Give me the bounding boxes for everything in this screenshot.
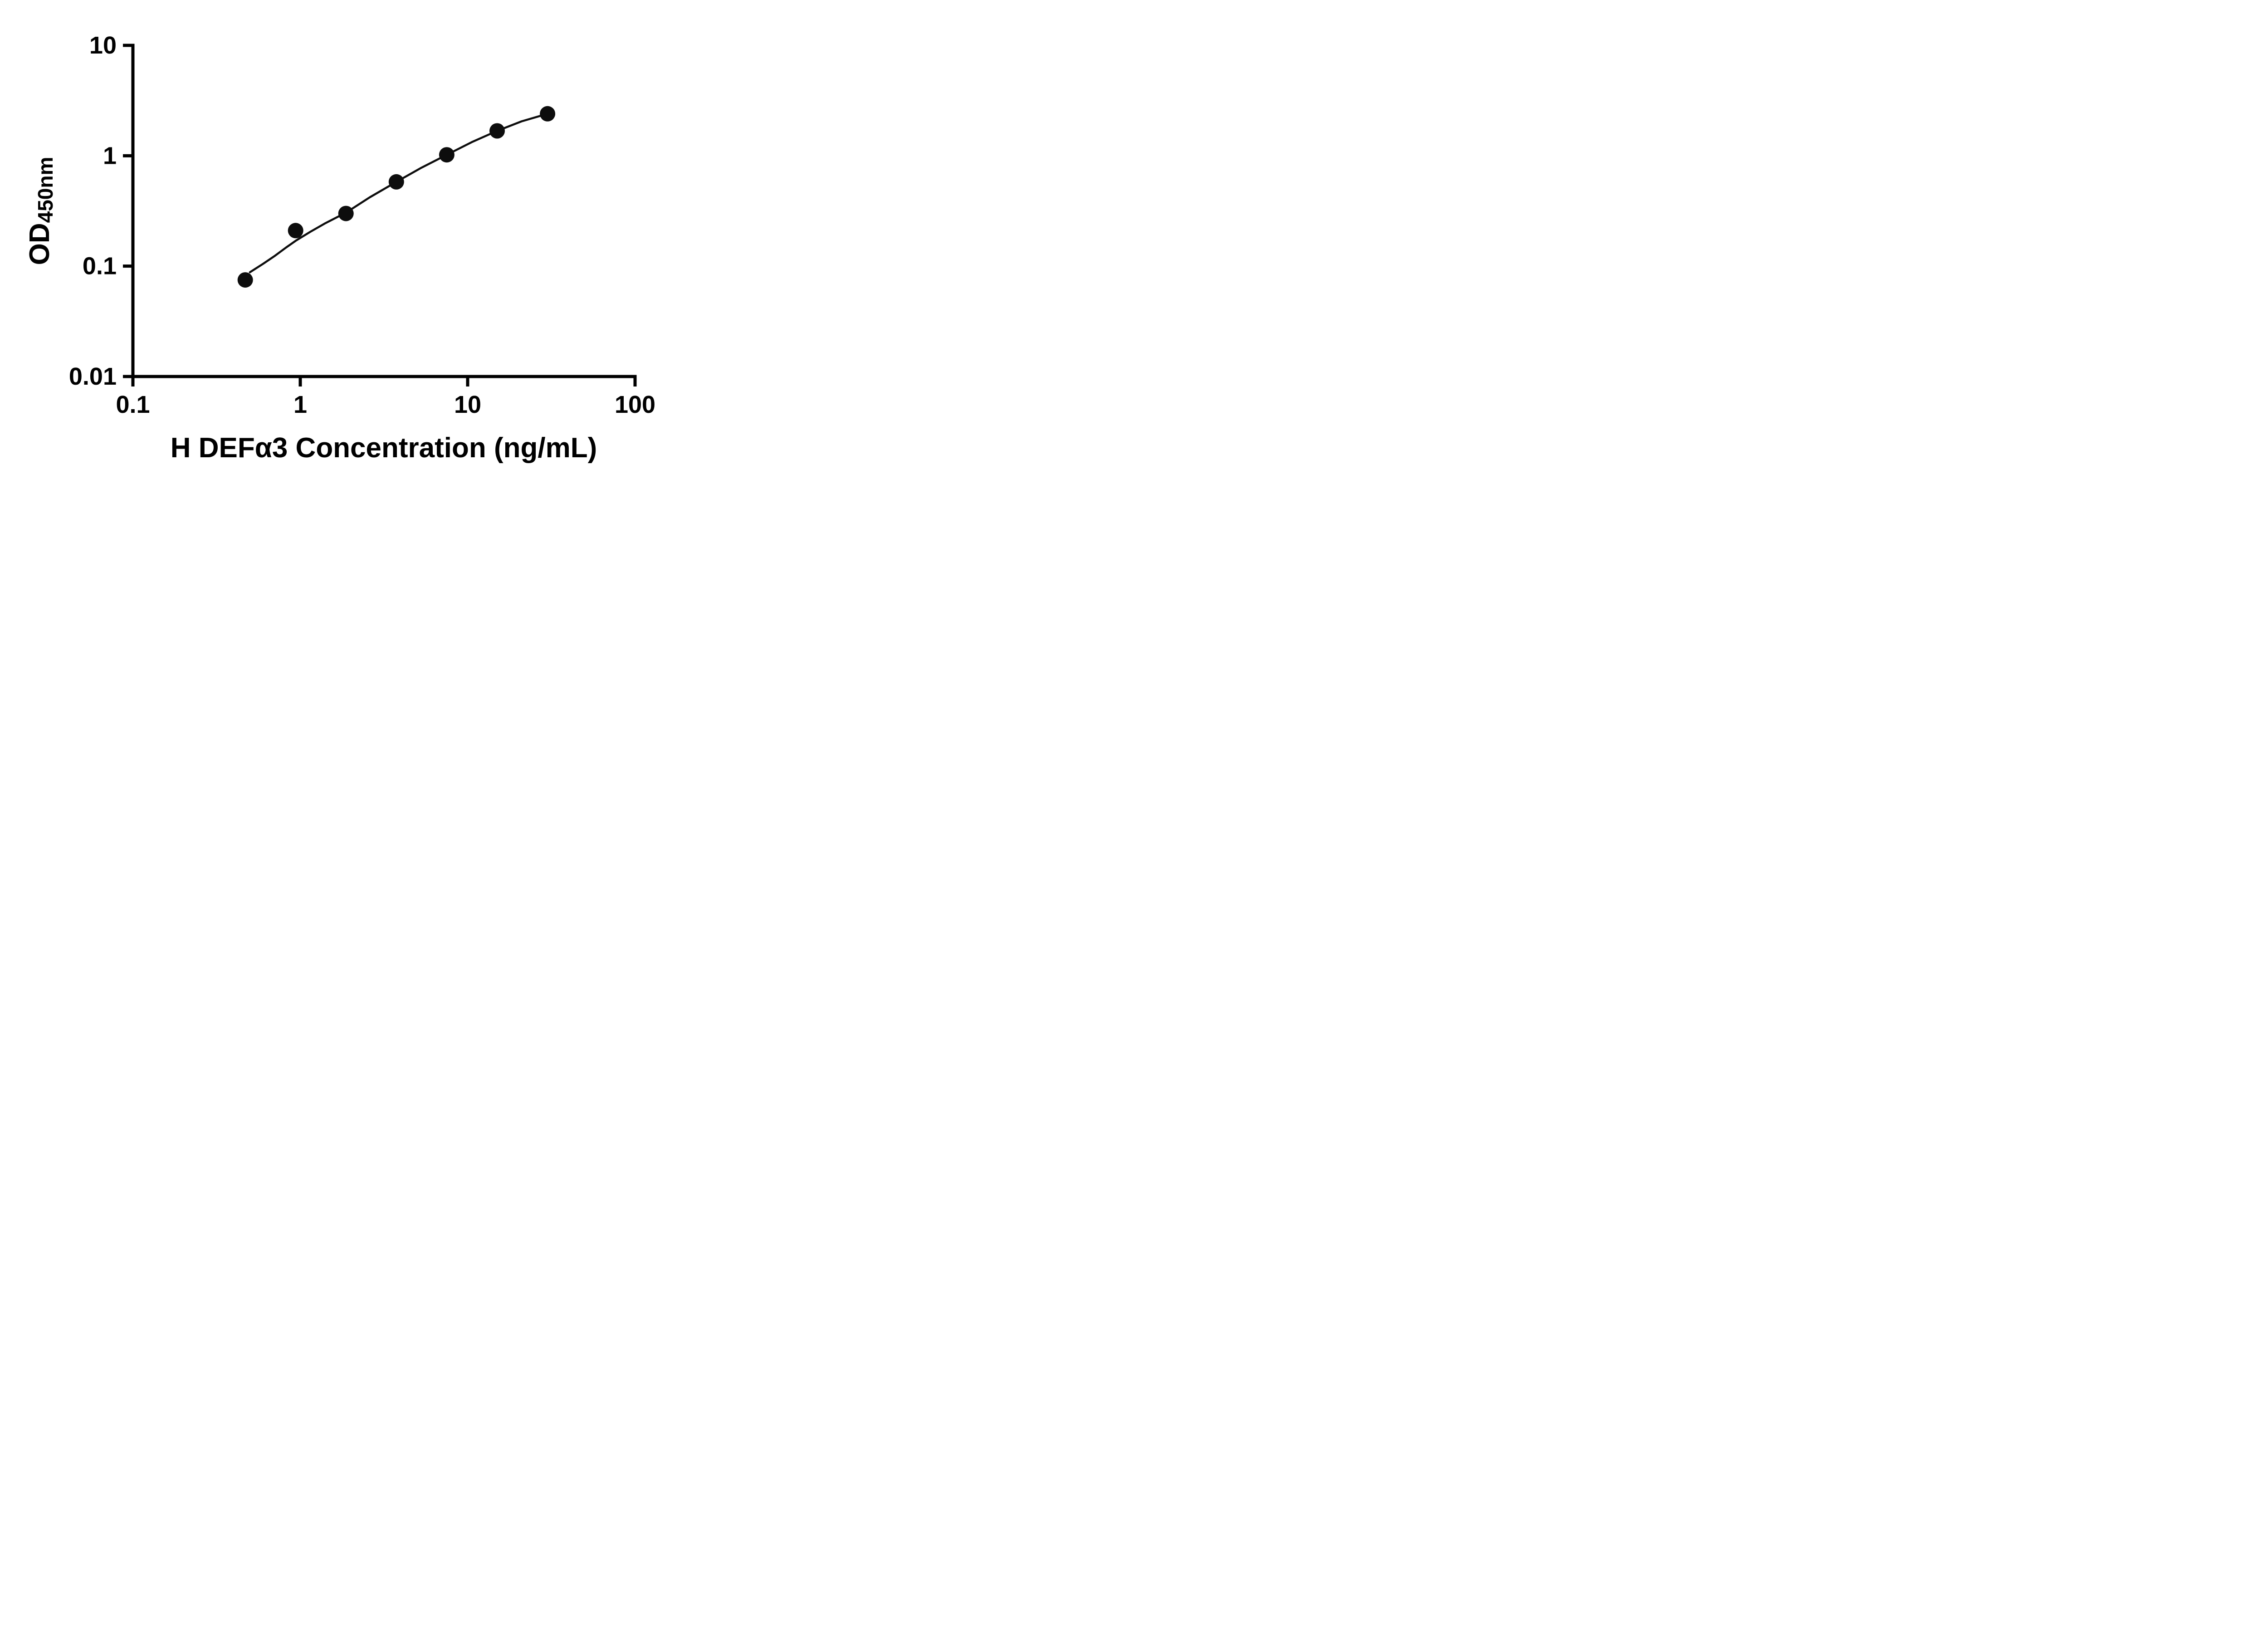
x-tick-label: 0.1 (116, 391, 150, 418)
y-tick-label: 1 (103, 142, 117, 169)
data-point (439, 147, 455, 163)
x-tick-label: 10 (454, 391, 481, 418)
data-point (489, 123, 505, 139)
y-tick-label: 0.01 (69, 363, 117, 390)
y-tick-label: 0.1 (83, 253, 117, 280)
elisa-standard-curve-figure: 0.1 1 10 100 0.01 0.1 1 10 H DEFα3 Concentratio… (0, 0, 701, 490)
y-axis-title: OD450nm (24, 157, 57, 265)
data-point (338, 205, 354, 221)
x-axis-title: H DEFα3 Concentration (ng/mL) (171, 432, 597, 464)
y-axis-title-main: OD (24, 223, 55, 265)
data-point (388, 174, 404, 190)
y-axis-title-subscript: 450nm (34, 157, 57, 223)
x-tick-label: 1 (293, 391, 307, 418)
fit-curve (249, 113, 549, 274)
data-point (237, 272, 253, 288)
data-point (288, 223, 303, 239)
x-tick-label: 100 (615, 391, 655, 418)
y-tick-label: 10 (89, 32, 117, 59)
data-point (540, 106, 556, 122)
